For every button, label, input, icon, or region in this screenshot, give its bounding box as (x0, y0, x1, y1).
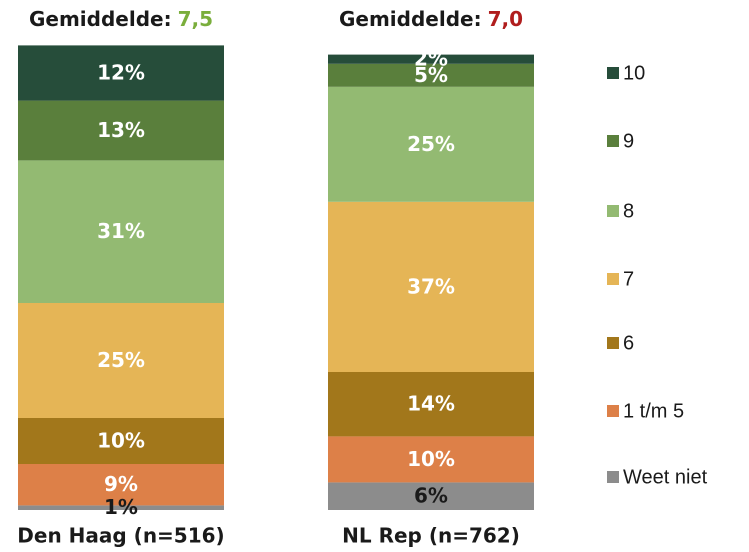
bar-segment (328, 86, 534, 202)
value-label: 13% (97, 118, 145, 142)
bar-segment (328, 436, 534, 483)
legend-label: 10 (623, 62, 645, 84)
value-label: 10% (97, 429, 145, 453)
average-label: Gemiddelde: 7,0 (339, 7, 523, 31)
legend-swatch (607, 405, 619, 417)
value-label: 10% (407, 447, 455, 471)
value-label: 14% (407, 392, 455, 416)
bar-segment (18, 303, 224, 418)
legend-swatch (607, 67, 619, 79)
average-text: Gemiddelde: (29, 7, 172, 31)
legend-swatch (607, 205, 619, 217)
legend-swatch (607, 135, 619, 147)
average-value: 7,5 (178, 7, 213, 31)
bar-segment (18, 100, 224, 161)
bar-segment (328, 482, 534, 510)
legend-swatch (607, 273, 619, 285)
bar-segment (18, 505, 224, 510)
value-label: 1% (104, 495, 138, 519)
value-label: 5% (414, 63, 448, 87)
legend-swatch (607, 337, 619, 349)
value-label: 31% (97, 219, 145, 243)
bar-segment (18, 464, 224, 506)
value-label: 25% (97, 348, 145, 372)
bar-segment (328, 54, 534, 64)
bar-segment (328, 372, 534, 437)
value-label: 25% (407, 132, 455, 156)
value-label: 2% (414, 47, 448, 71)
average-label: Gemiddelde: 7,5 (29, 7, 213, 31)
legend-label: 9 (623, 130, 634, 152)
legend-label: 7 (623, 268, 634, 290)
value-label: 12% (97, 61, 145, 85)
average-text: Gemiddelde: (339, 7, 482, 31)
bar-segment (328, 201, 534, 372)
category-label: Den Haag (n=516) (17, 524, 224, 548)
value-label: 37% (407, 274, 455, 298)
legend-label: 8 (623, 200, 634, 222)
bar-segment (328, 63, 534, 87)
legend-label: 1 t/m 5 (623, 400, 684, 422)
average-value: 7,0 (488, 7, 523, 31)
bar-segment (18, 45, 224, 101)
value-label: 6% (414, 484, 448, 508)
bar-segment (18, 418, 224, 464)
bar-segment (18, 160, 224, 303)
category-label: NL Rep (n=762) (342, 524, 520, 548)
legend-label: 6 (623, 332, 634, 354)
legend-swatch (607, 471, 619, 483)
legend-label: Weet niet (623, 466, 708, 488)
value-label: 9% (104, 472, 138, 496)
